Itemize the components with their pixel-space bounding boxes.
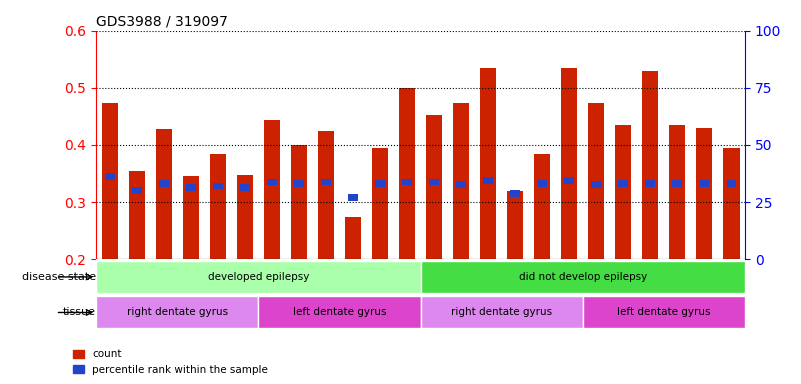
Text: left dentate gyrus: left dentate gyrus	[292, 308, 386, 318]
FancyBboxPatch shape	[96, 261, 421, 293]
Legend: count, percentile rank within the sample: count, percentile rank within the sample	[70, 345, 272, 379]
Bar	[264, 121, 280, 259]
Bar	[294, 180, 304, 187]
Bar	[480, 68, 496, 259]
Bar	[426, 115, 442, 259]
FancyBboxPatch shape	[583, 296, 745, 328]
Bar	[510, 190, 520, 197]
Bar	[483, 177, 493, 184]
Bar	[453, 103, 469, 259]
Bar	[291, 145, 307, 259]
Bar	[213, 183, 223, 189]
Bar	[534, 154, 550, 259]
Bar	[618, 180, 628, 187]
Bar	[375, 180, 384, 187]
Bar	[318, 131, 334, 259]
Bar	[183, 176, 199, 259]
Bar	[132, 187, 142, 194]
Bar	[429, 179, 439, 185]
Bar	[591, 182, 601, 188]
Bar	[267, 179, 276, 185]
Bar	[237, 175, 253, 259]
Bar	[565, 177, 574, 184]
Text: tissue: tissue	[63, 308, 96, 318]
Text: GDS3988 / 319097: GDS3988 / 319097	[96, 14, 228, 28]
Bar	[402, 179, 412, 185]
FancyBboxPatch shape	[258, 296, 421, 328]
Bar	[457, 182, 466, 188]
Bar	[561, 68, 578, 259]
Bar	[646, 180, 655, 187]
Text: did not develop epilepsy: did not develop epilepsy	[518, 272, 647, 282]
Text: developed epilepsy: developed epilepsy	[207, 272, 309, 282]
Bar	[507, 190, 523, 259]
Bar	[102, 103, 118, 259]
Bar	[699, 180, 709, 187]
Bar	[723, 148, 739, 259]
Text: right dentate gyrus: right dentate gyrus	[127, 308, 227, 318]
Bar	[372, 148, 388, 259]
Text: disease state: disease state	[22, 272, 96, 282]
Bar	[537, 180, 547, 187]
Bar	[321, 179, 331, 185]
Bar	[186, 184, 195, 191]
Bar	[105, 173, 115, 180]
Text: right dentate gyrus: right dentate gyrus	[451, 308, 552, 318]
FancyBboxPatch shape	[421, 261, 745, 293]
Bar	[670, 125, 686, 259]
Bar	[399, 88, 415, 259]
Bar	[159, 180, 168, 187]
Bar	[348, 194, 358, 201]
Bar	[155, 129, 171, 259]
Bar	[588, 103, 605, 259]
Bar	[344, 217, 361, 259]
Bar	[673, 180, 682, 187]
Bar	[128, 170, 145, 259]
Bar	[210, 154, 226, 259]
Bar	[240, 184, 250, 191]
Text: left dentate gyrus: left dentate gyrus	[617, 308, 710, 318]
FancyBboxPatch shape	[96, 296, 258, 328]
Bar	[696, 128, 713, 259]
Bar	[642, 71, 658, 259]
FancyBboxPatch shape	[421, 296, 583, 328]
Bar	[727, 180, 736, 187]
Bar	[615, 125, 631, 259]
